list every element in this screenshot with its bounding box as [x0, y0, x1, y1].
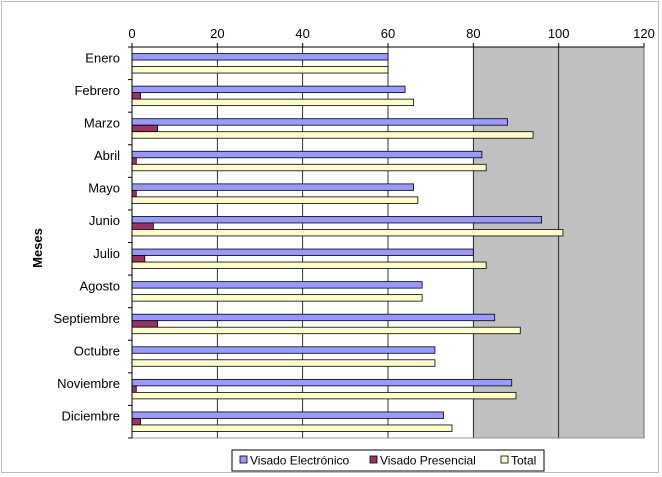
category-label: Diciembre — [61, 409, 120, 424]
category-label: Julio — [93, 246, 120, 261]
legend-label: Total — [511, 454, 536, 468]
bar-total-septiembre — [132, 327, 520, 334]
bar-visado-electr-nico-julio — [132, 249, 473, 256]
bar-total-noviembre — [132, 392, 516, 399]
bar-total-febrero — [132, 99, 414, 106]
bar-visado-presencial-abril — [132, 158, 136, 165]
bar-total-marzo — [132, 132, 533, 139]
x-axis: 0 20 40 60 80 100 120 — [128, 26, 654, 47]
bar-visado-electr-nico-agosto — [132, 282, 422, 289]
category-label: Noviembre — [57, 376, 120, 391]
bar-visado-presencial-mayo — [132, 190, 136, 197]
bar-total-diciembre — [132, 425, 452, 432]
x-tick-label: 60 — [381, 26, 395, 41]
bar-visado-presencial-septiembre — [132, 321, 158, 328]
bar-visado-electr-nico-octubre — [132, 347, 435, 354]
legend: Visado Electrónico Visado Presencial Total — [232, 450, 544, 471]
bar-visado-electr-nico-abril — [132, 151, 482, 158]
bar-visado-presencial-diciembre — [132, 418, 141, 425]
legend-swatch — [370, 456, 377, 463]
y-axis: Enero Febrero Marzo Abril Mayo Junio Julio Agos… — [54, 47, 132, 438]
category-label: Abril — [94, 148, 120, 163]
legend-swatch — [501, 456, 508, 463]
x-tick-label: 100 — [548, 26, 570, 41]
legend-swatch — [240, 456, 247, 463]
category-label: Octubre — [74, 344, 120, 359]
x-tick-label: 120 — [633, 26, 655, 41]
bar-visado-electr-nico-septiembre — [132, 314, 495, 321]
bar-visado-presencial-noviembre — [132, 386, 136, 393]
bar-visado-presencial-julio — [132, 256, 145, 263]
category-label: Septiembre — [54, 311, 120, 326]
x-tick-label: 0 — [128, 26, 135, 41]
bar-visado-presencial-febrero — [132, 93, 141, 100]
category-label: Agosto — [80, 278, 120, 293]
bar-visado-presencial-marzo — [132, 125, 158, 132]
category-label: Marzo — [84, 115, 120, 130]
category-label: Mayo — [88, 181, 120, 196]
legend-label: Visado Electrónico — [250, 454, 349, 468]
bar-total-julio — [132, 262, 486, 269]
bar-visado-electr-nico-mayo — [132, 184, 414, 191]
category-label: Enero — [85, 50, 120, 65]
x-tick-label: 80 — [466, 26, 480, 41]
legend-label: Visado Presencial — [380, 454, 476, 468]
bar-total-mayo — [132, 197, 418, 204]
category-label: Junio — [89, 213, 120, 228]
bar-visado-electr-nico-noviembre — [132, 379, 512, 386]
bar-visado-electr-nico-junio — [132, 216, 542, 223]
bar-visado-electr-nico-febrero — [132, 86, 405, 93]
y-axis-title: Meses — [30, 228, 45, 268]
bar-visado-electr-nico-enero — [132, 54, 388, 61]
x-tick-label: 20 — [210, 26, 224, 41]
bar-total-abril — [132, 164, 486, 171]
bar-total-enero — [132, 67, 388, 74]
x-tick-label: 40 — [295, 26, 309, 41]
category-label: Febrero — [74, 83, 120, 98]
bar-total-junio — [132, 229, 563, 236]
bar-visado-electr-nico-diciembre — [132, 412, 443, 419]
bar-visado-electr-nico-marzo — [132, 119, 507, 126]
bar-chart: 0 20 40 60 80 100 120 Enero Febrero Marzo Abril Ma… — [2, 2, 658, 472]
plot-area — [132, 47, 644, 438]
bar-total-agosto — [132, 295, 422, 302]
bar-total-octubre — [132, 360, 435, 367]
bar-visado-presencial-junio — [132, 223, 153, 230]
